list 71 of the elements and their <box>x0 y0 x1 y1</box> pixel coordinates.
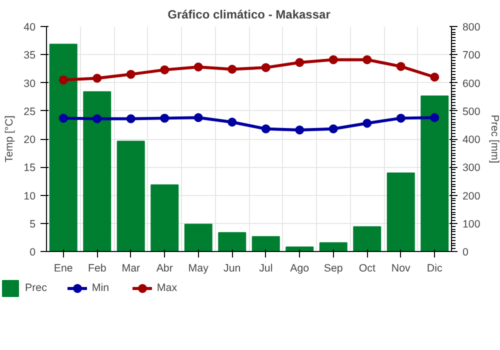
bar <box>150 184 179 252</box>
chart-title: Gráfico climático - Makassar <box>168 8 331 22</box>
legend-label: Prec <box>25 282 47 294</box>
bar <box>83 91 112 252</box>
point <box>328 124 338 134</box>
y2-tick-label: 200 <box>462 190 480 202</box>
x-tick-label: Oct <box>358 262 376 274</box>
point <box>295 58 304 67</box>
point <box>58 75 68 84</box>
x-tick-label: Nov <box>391 262 412 274</box>
y2-tick-label: 100 <box>462 218 480 230</box>
y-axis-title: Temp [°C] <box>4 116 16 162</box>
point <box>160 114 170 123</box>
y-tick-label: 15 <box>24 162 36 174</box>
y2-tick-label: 800 <box>462 22 480 34</box>
y-tick-label: 40 <box>24 22 36 34</box>
point <box>58 114 68 123</box>
point <box>126 114 136 124</box>
y-tick-label: 30 <box>24 78 36 90</box>
bar <box>319 242 348 252</box>
y2-tick-label: 300 <box>462 162 480 174</box>
x-tick-label: Mar <box>122 262 140 274</box>
x-tick-label: Sep <box>324 262 343 274</box>
x-tick-label: Jun <box>224 262 241 274</box>
point <box>362 55 372 64</box>
y-tick-label: 5 <box>30 218 36 230</box>
point <box>396 114 406 123</box>
point <box>328 55 338 64</box>
bar <box>184 224 212 252</box>
y-tick-label: 25 <box>24 106 36 118</box>
x-tick-label: Ago <box>290 262 310 274</box>
y2-axis-title: Prec [mm] <box>488 114 500 164</box>
bar <box>218 232 246 252</box>
point <box>194 113 203 122</box>
bar <box>353 226 382 252</box>
y2-tick-label: 400 <box>462 134 480 146</box>
point <box>92 74 102 83</box>
y-tick-label: 10 <box>24 190 36 202</box>
x-tick-label: May <box>188 262 210 274</box>
bar <box>420 95 449 252</box>
bar <box>116 140 145 252</box>
point <box>228 118 237 127</box>
y-tick-label: 0 <box>30 246 36 258</box>
y2-tick-label: 500 <box>462 106 480 118</box>
point <box>396 62 406 71</box>
y2-tick-label: 700 <box>462 50 480 62</box>
x-tick-label: Ene <box>54 262 73 274</box>
bar <box>49 44 78 252</box>
point <box>430 72 440 82</box>
point <box>362 118 372 128</box>
x-tick-label: Feb <box>88 262 106 274</box>
y-tick-label: 20 <box>24 134 36 146</box>
point <box>430 113 440 122</box>
y-tick-label: 35 <box>24 50 36 62</box>
point <box>228 64 237 74</box>
legend-label: Min <box>92 282 110 294</box>
point <box>160 65 170 74</box>
point <box>92 114 102 124</box>
point <box>261 124 270 134</box>
point <box>295 126 304 134</box>
x-tick-label: Abr <box>156 262 174 274</box>
x-tick-label: Dic <box>426 262 443 274</box>
point <box>194 62 203 72</box>
y2-tick-label: 0 <box>462 246 468 258</box>
y2-tick-label: 600 <box>462 78 480 90</box>
bar <box>252 236 280 252</box>
x-tick-label: Jul <box>259 262 273 274</box>
point <box>261 63 270 72</box>
legend-label: Max <box>156 282 178 294</box>
point <box>126 70 136 79</box>
bar <box>386 172 415 252</box>
